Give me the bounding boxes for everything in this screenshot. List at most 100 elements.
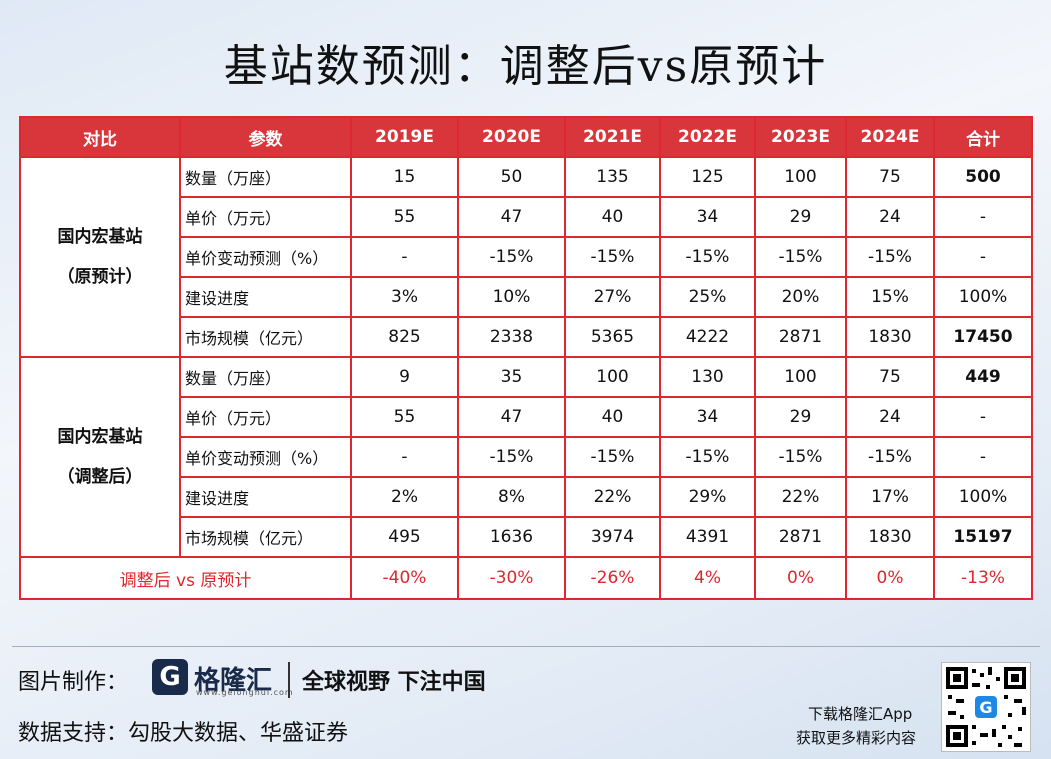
header-year: 2022E [659,116,756,158]
download-line-2: 获取更多精彩内容 [796,729,917,747]
table-row: 建设进度 2% 8% 22% 29% 22% 17% 100% [20,476,1033,518]
header-param: 参数 [179,116,352,158]
header-year: 2019E [350,116,459,158]
param-cell: 数量（万座） [179,356,352,398]
data-support-label: 数据支持： [18,721,129,746]
qr-code-icon[interactable]: G [941,662,1031,752]
value-cell: 15 [350,156,459,198]
forecast-table: 对比 参数 2019E 2020E 2021E 2022E 2023E 2024… [19,116,1033,600]
value-cell: 8% [457,476,566,518]
value-cell: 24 [845,396,935,438]
value-cell: 22% [754,476,847,518]
value-cell: 10% [457,276,566,318]
value-cell: -15% [845,436,935,478]
group-label-line2: （原预计） [57,267,143,287]
value-cell: 29 [754,196,847,238]
table-row: 单价（万元） 55 47 40 34 29 24- [20,396,1033,438]
table-row: 单价变动预测（%） - -15% -15% -15% -15% -15% - [20,236,1033,278]
group-label-line1: 国内宏基站 [57,427,143,447]
group-label: 国内宏基站 （调整后） [19,356,181,558]
value-cell: 1830 [845,516,935,558]
comparison-label: 调整后 vs 原预计 [19,556,352,600]
page-title: 基站数预测：调整后vs原预计 [223,41,828,92]
value-cell: 17% [845,476,935,518]
value-cell: 55 [350,396,459,438]
param-cell: 单价（万元） [179,396,352,438]
footer-divider [12,646,1040,647]
value-cell: 5365 [564,316,661,358]
value-cell: 75 [845,156,935,198]
value-cell: 15% [845,276,935,318]
param-cell: 数量（万座） [179,156,352,198]
value-cell: 100 [754,156,847,198]
param-cell: 单价（万元） [179,196,352,238]
value-cell: - [350,436,459,478]
header-year: 2020E [457,116,566,158]
total-cell: 100% [933,476,1033,518]
comparison-value: 0% [754,556,847,600]
brand-logo-icon: G [152,659,188,695]
value-cell: 4222 [659,316,756,358]
value-cell: 29 [754,396,847,438]
header-year: 2023E [754,116,847,158]
table-row: 单价（万元） 55 47 40 34 29 24- [20,196,1033,238]
value-cell: 34 [659,196,756,238]
value-cell: 55 [350,196,459,238]
value-cell: 1636 [457,516,566,558]
value-cell: 9 [350,356,459,398]
value-cell: 20% [754,276,847,318]
value-cell: 35 [457,356,566,398]
total-cell: 500 [933,156,1033,198]
value-cell: 100 [754,356,847,398]
value-cell: 1830 [845,316,935,358]
value-cell: 25% [659,276,756,318]
value-cell: 40 [564,396,661,438]
value-cell: 495 [350,516,459,558]
data-sources: 勾股大数据、华盛证券 [128,721,349,746]
slogan: 全球视野 下注中国 [302,670,486,695]
value-cell: -15% [845,236,935,278]
param-cell: 市场规模（亿元） [179,516,352,558]
data-support: 数据支持：勾股大数据、华盛证券 [18,715,348,747]
value-cell: - [350,236,459,278]
comparison-value: -40% [350,556,459,600]
value-cell: 50 [457,156,566,198]
value-cell: 40 [564,196,661,238]
value-cell: 22% [564,476,661,518]
value-cell: 2% [350,476,459,518]
value-cell: -15% [754,436,847,478]
table-row: 建设进度 3% 10% 27% 25% 20% 15% 100% [20,276,1033,318]
comparison-value: 0% [845,556,935,600]
value-cell: 2871 [754,516,847,558]
value-cell: 47 [457,396,566,438]
header-compare: 对比 [19,116,181,158]
value-cell: 27% [564,276,661,318]
value-cell: 125 [659,156,756,198]
param-cell: 建设进度 [179,276,352,318]
value-cell: -15% [457,436,566,478]
comparison-total: -13% [933,556,1033,600]
value-cell: 34 [659,396,756,438]
value-cell: 2871 [754,316,847,358]
group-label: 国内宏基站 （原预计） [19,156,181,358]
table-row: 市场规模（亿元） 825 2338 5365 4222 2871 1830 17450 [20,316,1033,358]
value-cell: 47 [457,196,566,238]
table-row: 国内宏基站 （原预计） 数量（万座） 15 50 135 125 100 75 500 [19,156,1033,358]
comparison-value: 4% [659,556,756,600]
table-row: 市场规模（亿元） 495 1636 3974 4391 2871 1830 15197 [20,516,1033,558]
comparison-value: -26% [564,556,661,600]
total-cell: - [933,236,1033,278]
comparison-value: -30% [457,556,566,600]
value-cell: 135 [564,156,661,198]
value-cell: -15% [564,236,661,278]
value-cell: -15% [564,436,661,478]
total-cell: 17450 [933,316,1033,358]
brand-name: 格隆汇 [194,666,273,696]
total-cell: - [933,196,1033,238]
header-total: 合计 [933,116,1033,158]
svg-text:G: G [979,698,992,717]
value-cell: 100 [564,356,661,398]
header-year: 2024E [845,116,935,158]
value-cell: 75 [845,356,935,398]
total-cell: - [933,436,1033,478]
